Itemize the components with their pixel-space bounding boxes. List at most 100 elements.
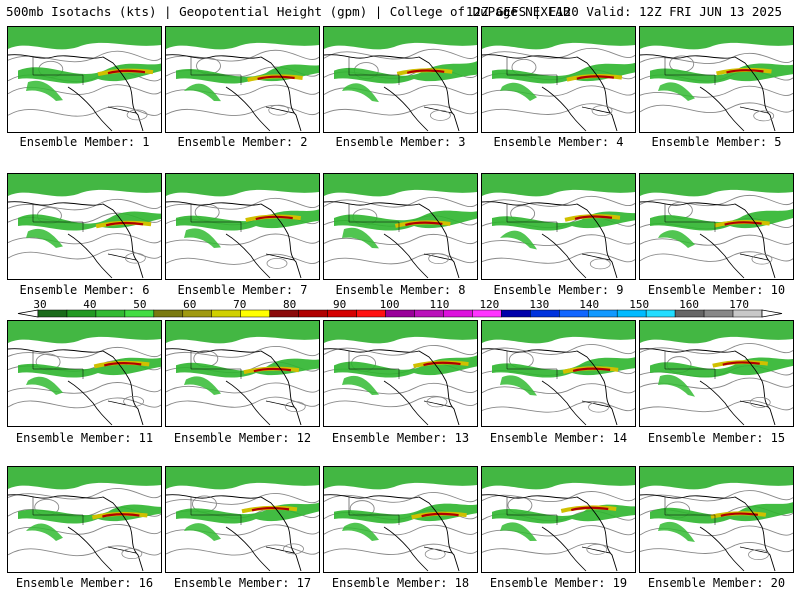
member-label: Ensemble Member: 8 (335, 283, 466, 297)
colorbar-swatch (559, 309, 589, 318)
member-label: Ensemble Member: 10 (647, 283, 786, 297)
colorbar-swatch (616, 309, 647, 318)
colorbar-tick-label: 130 (529, 300, 549, 311)
map-plot (324, 467, 477, 572)
colorbar-tick-label: 110 (430, 300, 450, 311)
map-plot (8, 27, 161, 132)
colorbar-swatch (37, 309, 68, 318)
colorbar-swatch (385, 309, 415, 318)
member-label: Ensemble Member: 16 (15, 576, 154, 590)
map-plot (166, 321, 319, 426)
colorbar-tick-label: 150 (629, 300, 649, 311)
member-label: Ensemble Member: 13 (331, 431, 470, 445)
colorbar-swatch (674, 309, 705, 318)
colorbar-swatch (211, 309, 241, 318)
member-panel (639, 26, 794, 133)
colorbar-swatch (645, 309, 676, 318)
header-title: 500mb Isotachs (kts) | Geopotential Heig… (6, 4, 571, 19)
map-plot (8, 467, 161, 572)
colorbar: 30 40 50 60 70 80 90 100 110 120 130 140 150 160 170 (17, 300, 783, 318)
member-panel (481, 466, 636, 573)
header-valid-time: 12Z GEFS | F120 Valid: 12Z FRI JUN 13 20… (465, 4, 782, 19)
member-label: Ensemble Member: 3 (335, 135, 466, 149)
member-panel (481, 26, 636, 133)
member-label: Ensemble Member: 5 (651, 135, 782, 149)
member-label: Ensemble Member: 20 (647, 576, 786, 590)
member-panel (323, 173, 478, 280)
map-plot (166, 174, 319, 279)
colorbar-swatch (66, 309, 97, 318)
colorbar-swatch (269, 309, 299, 318)
member-panel (165, 466, 320, 573)
colorbar-swatch (298, 309, 328, 318)
colorbar-tick-label: 70 (233, 300, 246, 311)
member-panel (639, 320, 794, 427)
member-label: Ensemble Member: 4 (493, 135, 624, 149)
member-label: Ensemble Member: 12 (173, 431, 312, 445)
colorbar-tick-label: 90 (333, 300, 346, 311)
map-plot (640, 321, 793, 426)
colorbar-swatch (587, 309, 618, 318)
member-panel (323, 320, 478, 427)
member-panel (7, 26, 162, 133)
map-plot (8, 321, 161, 426)
map-plot (482, 174, 635, 279)
colorbar-swatch (182, 309, 213, 318)
colorbar-swatch (472, 309, 502, 318)
member-panel (7, 173, 162, 280)
colorbar-low-arrow (17, 309, 39, 318)
member-label: Ensemble Member: 18 (331, 576, 470, 590)
map-plot (482, 467, 635, 572)
colorbar-swatch (327, 309, 357, 318)
member-label: Ensemble Member: 6 (19, 283, 150, 297)
colorbar-tick-label: 160 (679, 300, 699, 311)
member-label: Ensemble Member: 17 (173, 576, 312, 590)
colorbar-tick-label: 170 (729, 300, 749, 311)
member-panel (165, 173, 320, 280)
colorbar-tick-label: 100 (380, 300, 400, 311)
member-panel (481, 173, 636, 280)
colorbar-swatch (501, 309, 531, 318)
member-label: Ensemble Member: 1 (19, 135, 150, 149)
member-label: Ensemble Member: 9 (493, 283, 624, 297)
colorbar-tick-label: 30 (33, 300, 46, 311)
member-panel (639, 173, 794, 280)
colorbar-swatch (153, 309, 184, 318)
colorbar-swatch (240, 309, 270, 318)
member-label: Ensemble Member: 15 (647, 431, 786, 445)
colorbar-high-arrow (761, 309, 783, 318)
member-label: Ensemble Member: 19 (489, 576, 628, 590)
colorbar-tick-label: 50 (133, 300, 146, 311)
member-label: Ensemble Member: 14 (489, 431, 628, 445)
map-plot (324, 321, 477, 426)
member-panel (7, 320, 162, 427)
map-plot (482, 27, 635, 132)
member-panel (165, 320, 320, 427)
colorbar-tick-label: 60 (183, 300, 196, 311)
colorbar-swatch (732, 309, 763, 318)
map-plot (324, 27, 477, 132)
map-plot (640, 27, 793, 132)
map-plot (8, 174, 161, 279)
member-panel (323, 466, 478, 573)
member-label: Ensemble Member: 7 (177, 283, 308, 297)
map-plot (166, 467, 319, 572)
colorbar-tick-label: 40 (83, 300, 96, 311)
colorbar-swatch (703, 309, 734, 318)
map-plot (324, 174, 477, 279)
member-label: Ensemble Member: 11 (15, 431, 154, 445)
member-panel (481, 320, 636, 427)
colorbar-swatch (530, 309, 560, 318)
map-plot (482, 321, 635, 426)
colorbar-tick-label: 140 (579, 300, 599, 311)
member-panel (639, 466, 794, 573)
member-label: Ensemble Member: 2 (177, 135, 308, 149)
colorbar-swatch (124, 309, 155, 318)
map-plot (640, 467, 793, 572)
colorbar-tick-label: 80 (283, 300, 296, 311)
member-panel (7, 466, 162, 573)
map-plot (166, 27, 319, 132)
member-panel (165, 26, 320, 133)
member-panel (323, 26, 478, 133)
colorbar-swatch (356, 309, 386, 318)
